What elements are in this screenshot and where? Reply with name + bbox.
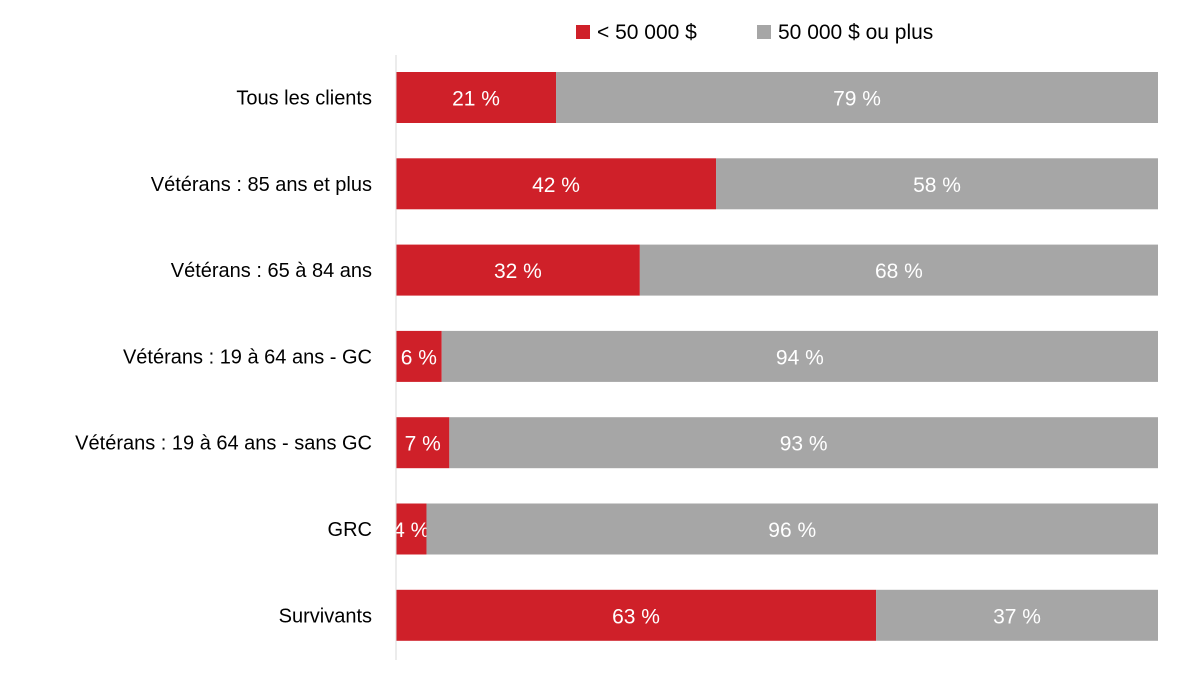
legend-label: < 50 000 $ xyxy=(597,21,697,44)
data-label: 6 % xyxy=(401,346,437,369)
data-label: 96 % xyxy=(768,519,816,542)
data-label: 42 % xyxy=(532,174,580,197)
data-label: 68 % xyxy=(875,260,923,283)
bar-segment xyxy=(876,589,1158,641)
legend: < 50 000 $ 50 000 $ ou plus xyxy=(576,21,933,44)
bar-segment xyxy=(556,72,1158,123)
bar-segment xyxy=(396,330,442,382)
category-label: GRC xyxy=(328,519,372,541)
bar-segment xyxy=(426,503,1159,555)
bar-segment xyxy=(396,589,877,641)
data-label: 94 % xyxy=(776,346,824,369)
data-label: 21 % xyxy=(452,88,500,111)
category-label: Vétérans : 65 à 84 ans xyxy=(171,260,372,282)
bar-segment xyxy=(396,72,557,123)
data-label: 58 % xyxy=(913,174,961,197)
bar-segment xyxy=(449,417,1159,469)
bar-segment xyxy=(396,503,427,555)
data-label: 37 % xyxy=(993,605,1041,628)
bar-segment xyxy=(639,244,1158,296)
legend-swatch xyxy=(576,25,590,39)
bars: 21 % 79 % 42 % 58 % 32 % 68 % 6 % 94 % 7 % 93 % 4 … xyxy=(393,72,1159,641)
category-label: Vétérans : 85 ans et plus xyxy=(151,174,372,196)
bar-segment xyxy=(396,244,640,296)
category-label: Survivants xyxy=(279,605,372,627)
data-label: 4 % xyxy=(393,519,429,542)
category-label: Tous les clients xyxy=(236,88,372,110)
data-label: 32 % xyxy=(494,260,542,283)
bar-segment xyxy=(716,158,1158,210)
data-label: 79 % xyxy=(833,88,881,111)
legend-swatch xyxy=(757,25,771,39)
category-labels: Tous les clients Vétérans : 85 ans et plu… xyxy=(75,88,372,628)
category-label: Vétérans : 19 à 64 ans - GC xyxy=(123,346,372,368)
data-label: 63 % xyxy=(612,605,660,628)
data-label: 7 % xyxy=(405,433,441,456)
bar-segment xyxy=(396,417,450,469)
bar-segment xyxy=(396,158,717,210)
category-label: Vétérans : 19 à 64 ans - sans GC xyxy=(75,433,372,455)
legend-label: 50 000 $ ou plus xyxy=(778,21,933,44)
data-label: 93 % xyxy=(780,433,828,456)
bar-segment xyxy=(441,330,1159,382)
